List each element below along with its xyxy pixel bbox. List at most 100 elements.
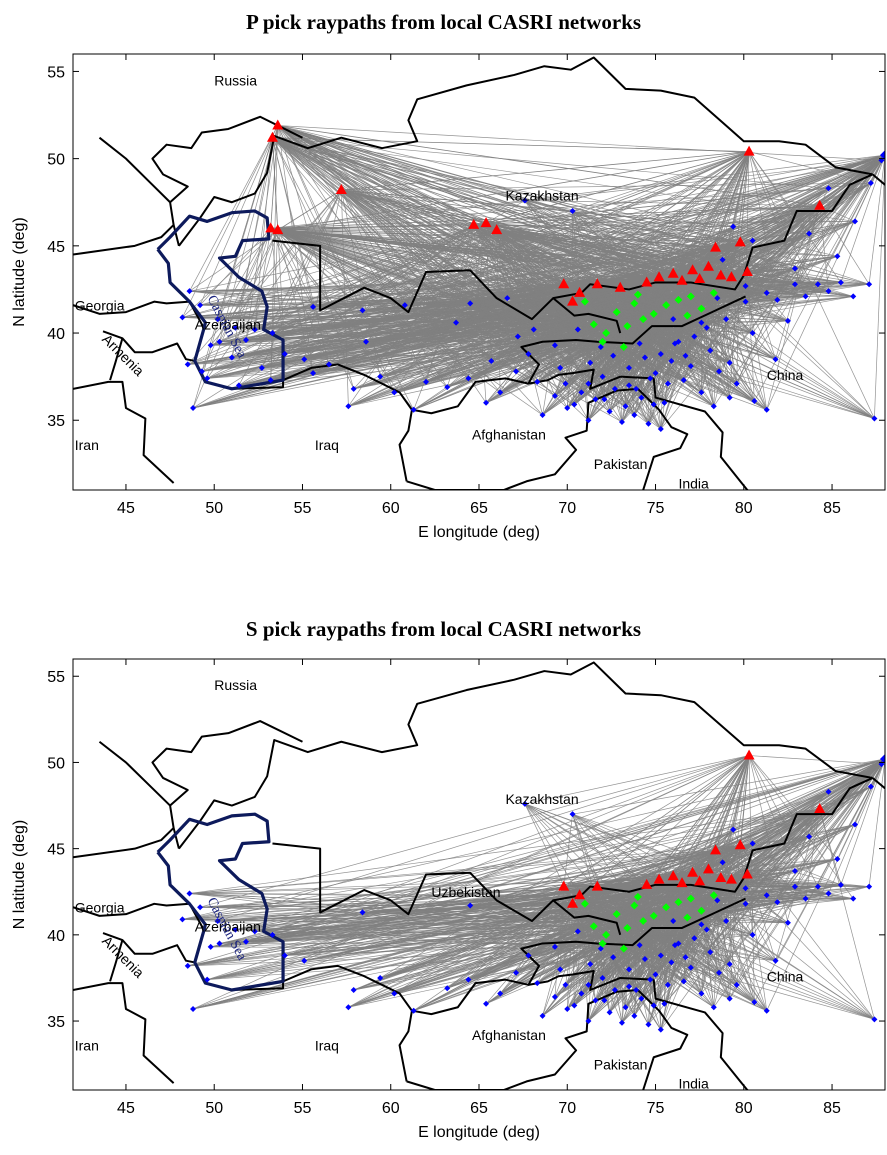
y-tick-label: 55 [47,64,65,81]
event-point [564,1005,571,1012]
raypath-line [819,808,875,1020]
y-tick-label: 50 [47,755,65,772]
raypath-line [731,276,841,283]
event-point [671,340,678,347]
raypath-line [644,205,820,358]
event-point [763,1007,770,1014]
event-point [657,350,664,357]
event-point [698,389,705,396]
event-point [641,354,648,361]
raypath-line [447,903,573,989]
raypath-line [517,278,700,337]
country-border [109,337,124,381]
raypath-line [245,125,279,341]
raypath-line [637,896,727,922]
local-station-point [639,315,648,324]
event-point [772,957,779,964]
event-point [641,955,648,962]
raypath-line [667,308,702,384]
country-border [98,740,175,829]
raypath-line [572,849,716,905]
event-point [880,753,885,764]
country-border [282,964,413,1082]
raypath-line [593,925,875,1020]
event-point [802,895,809,902]
raypath-line [572,266,709,303]
event-point [719,859,726,866]
country-label: Azerbaijan [195,317,261,333]
station-point [558,880,570,891]
event-point [574,928,581,935]
event-point [714,897,721,904]
raypath-line [455,301,573,323]
raypath-line [868,758,885,887]
event-point [647,976,654,983]
event-point [534,980,541,987]
event-point [710,403,717,410]
country-border [73,982,175,1084]
event-point [633,987,640,994]
raypath-line [572,903,605,1001]
event-point [513,368,520,375]
event-point [763,289,770,296]
raypath-line [563,886,623,1023]
country-border [642,489,644,490]
event-point [661,1000,668,1007]
raypath-line [715,850,748,875]
country-border [109,939,124,982]
raypath-line [517,315,688,337]
event-point [525,952,532,959]
event-point [359,909,366,916]
event-point [611,385,618,392]
event-point [377,373,384,380]
event-point [626,983,633,990]
raypath-line [660,154,885,430]
raypath-line [713,292,776,360]
raypath-line [201,283,598,372]
event-point [784,919,791,926]
country-label: Kazakhstan [505,187,578,203]
raypath-line [602,341,626,407]
raypath-line [715,247,748,273]
raypath-line [747,808,820,875]
raypath-line [597,886,715,1008]
raypath-line [725,879,732,922]
raypath-line [456,322,607,334]
raypath-line [210,934,607,948]
raypath-line [270,230,279,381]
event-point [698,990,705,997]
raypath-line [272,137,647,283]
local-station-point [589,320,598,329]
event-point [687,964,694,971]
raypath-line [380,758,885,979]
local-station-point [709,288,718,297]
raypath-line [672,755,750,877]
country-border [272,777,874,923]
raypath-line [277,229,598,285]
event-point [611,987,618,994]
event-point [184,962,191,969]
local-station-markers [580,891,718,953]
event-point [587,961,594,968]
station-point [702,260,714,271]
event-point [638,995,645,1002]
event-point [707,347,714,354]
raypath-line [720,824,856,879]
raypath-line [496,229,683,282]
event-point [682,954,689,961]
raypath-line [605,934,626,1008]
event-point [483,1000,490,1007]
plot-area: RussiaKazakhstanUzbekistanGeorgiaArmenia… [73,659,885,1090]
event-point [730,826,737,833]
event-point [834,253,841,260]
station-point [266,131,278,142]
raypath-line [277,125,882,161]
raypath-line [644,277,660,358]
raypath-line [270,228,623,423]
event-point [867,180,874,187]
local-station-point [623,322,632,331]
event-point [186,288,193,295]
y-axis-label: N latitude (deg) [11,820,28,929]
raypath-line [739,755,750,846]
event-point [837,881,844,888]
